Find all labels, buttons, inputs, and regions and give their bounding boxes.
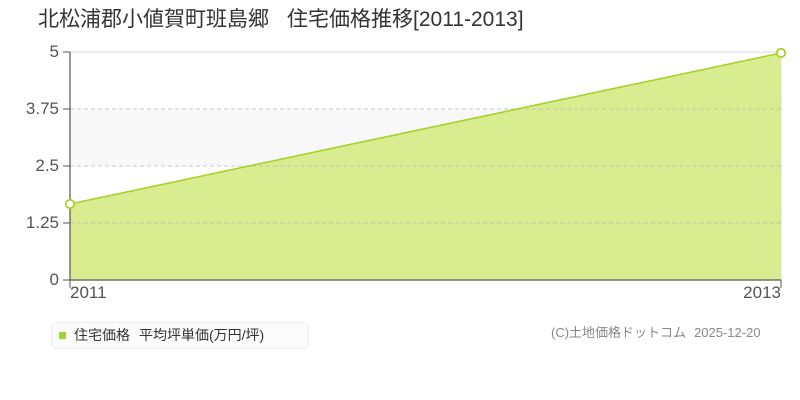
svg-text:2011: 2011: [70, 283, 107, 302]
svg-text:2.5: 2.5: [35, 156, 59, 175]
svg-text:2013: 2013: [743, 283, 781, 302]
svg-text:1.25: 1.25: [26, 213, 59, 232]
svg-text:5: 5: [50, 42, 59, 61]
svg-text:3.75: 3.75: [26, 99, 59, 118]
svg-text:0: 0: [50, 270, 59, 289]
